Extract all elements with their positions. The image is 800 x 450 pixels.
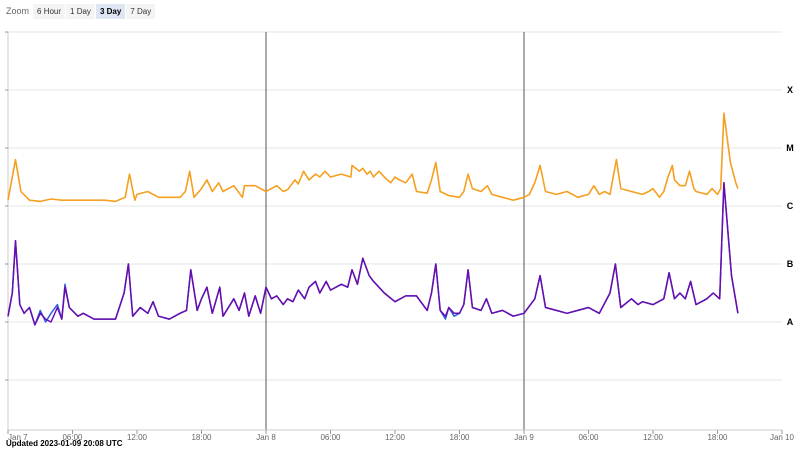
x-tick-label: Jan 7 <box>8 433 28 442</box>
zoom-label: Zoom <box>6 6 30 16</box>
x-tick-label: Jan 8 <box>256 433 276 442</box>
x-tick-label: 18:00 <box>707 433 728 442</box>
x-tick-label: 12:00 <box>385 433 406 442</box>
zoom-7-day-button[interactable]: 7 Day <box>126 3 156 19</box>
x-tick-label: 12:00 <box>643 433 664 442</box>
series-line-purple <box>7 182 739 326</box>
x-tick-label: 06:00 <box>320 433 341 442</box>
class-label-x: X <box>787 85 793 95</box>
x-tick-label: 12:00 <box>127 433 148 442</box>
zoom-1-day-button[interactable]: 1 Day <box>66 3 95 19</box>
class-label-b: B <box>787 259 794 269</box>
zoom-bar: Zoom 6 Hour 1 Day 3 Day 7 Day <box>0 0 156 22</box>
x-tick-label: Jan 9 <box>514 433 534 442</box>
x-tick-label: 06:00 <box>62 433 83 442</box>
class-label-m: M <box>786 143 794 153</box>
series-line-blue <box>7 182 739 326</box>
class-label-a: A <box>787 317 794 327</box>
zoom-3-day-button[interactable]: 3 Day <box>95 3 126 19</box>
zoom-6-hour-button[interactable]: 6 Hour <box>33 3 66 19</box>
x-tick-label: Jan 10 <box>770 433 795 442</box>
updated-timestamp: Updated 2023-01-09 20:08 UTC <box>6 439 123 448</box>
x-tick-label: 18:00 <box>449 433 470 442</box>
class-label-c: C <box>787 201 794 211</box>
series-line-orange <box>7 112 739 203</box>
x-tick-label: 06:00 <box>578 433 599 442</box>
x-tick-label: 18:00 <box>191 433 212 442</box>
